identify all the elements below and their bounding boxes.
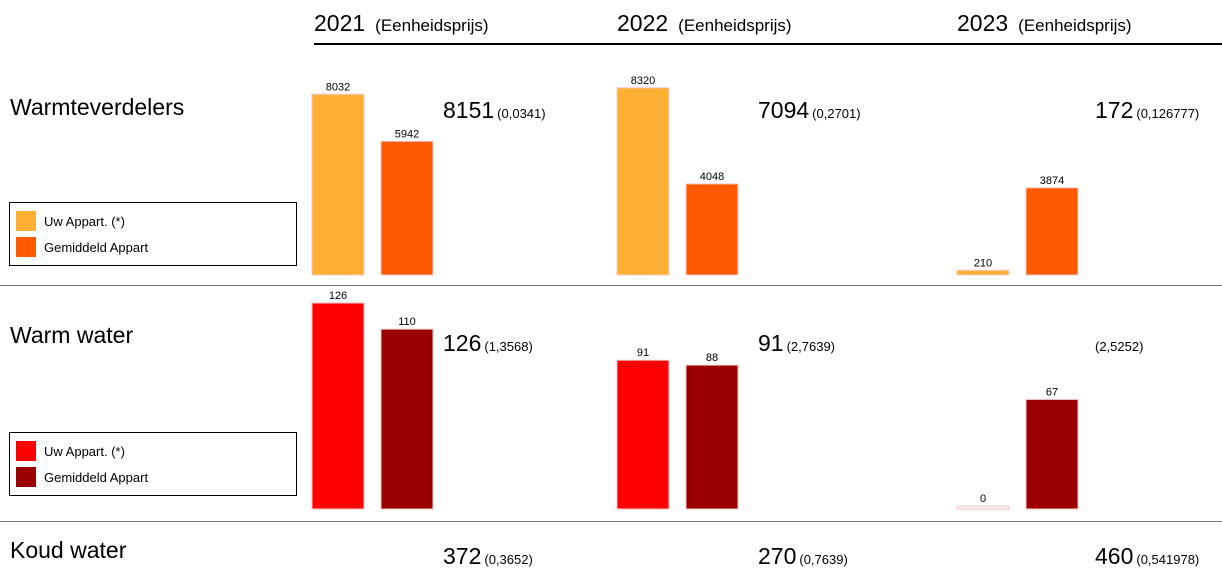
total-warm-water-2023: (2,5252) [1092,330,1143,357]
legend-swatch [16,237,36,257]
bar [1025,187,1079,276]
bar [685,364,739,510]
total-warm-water-2022: 91 (2,7639) [758,330,835,357]
bar-value-label: 67 [1046,386,1058,398]
unit-label: (Eenheidsprijs) [375,16,489,35]
year-label: 2023 [957,10,1009,36]
row-label-warmteverdelers: Warmteverdelers [10,94,185,120]
total-warmteverdelers-2022: 7094 (0,2701) [758,97,861,124]
legend-item: Uw Appart. (*) [16,441,125,461]
header-rule [314,43,1222,45]
bar [616,87,670,276]
bar [1025,398,1079,510]
row-label-koud-water: Koud water [10,537,127,563]
year-header-2023: 2023 (Eenheidsprijs) [957,10,1132,37]
unit-price: (0,126777) [1136,106,1200,121]
bar-value-label: 110 [398,316,416,328]
legend-warm-water: Uw Appart. (*) Gemiddeld Appart [9,432,297,496]
unit-price: (2,5252) [1095,339,1144,354]
section-divider [0,285,1222,286]
total-koud-water-2023: 460 (0,541978) [1095,543,1199,570]
unit-price: (0,3652) [484,552,533,567]
total-koud-water-2021: 372 (0,3652) [443,543,533,570]
bar [616,359,670,510]
total-value: 126 [443,330,482,356]
legend-item: Uw Appart. (*) [16,211,125,231]
year-label: 2022 [617,10,669,36]
legend-swatch [16,467,36,487]
legend-warmteverdelers: Uw Appart. (*) Gemiddeld Appart [9,202,297,266]
bar-value-label: 4048 [700,171,724,183]
legend-swatch [16,441,36,461]
bar-value-label: 210 [974,257,992,269]
year-header-2021: 2021 (Eenheidsprijs) [314,10,489,37]
legend-item: Gemiddeld Appart [16,467,148,487]
legend-label: Uw Appart. (*) [44,443,125,459]
bar [380,140,434,276]
unit-label: (Eenheidsprijs) [678,16,792,35]
bar [685,183,739,276]
unit-price: (0,7639) [799,552,848,567]
unit-price: (0,0341) [497,106,546,121]
legend-swatch [16,211,36,231]
year-header-2022: 2022 (Eenheidsprijs) [617,10,792,37]
bar-value-label: 88 [706,352,718,364]
total-value: 372 [443,543,482,569]
unit-price: (2,7639) [786,339,836,354]
total-value: 172 [1095,97,1134,123]
bar-value-label: 126 [329,290,347,302]
total-value: 8151 [443,97,495,123]
total-value: 270 [758,543,797,569]
section-divider [0,521,1222,522]
bar-value-label: 8320 [631,75,655,87]
total-value: 7094 [758,97,810,123]
bar-value-label: 3874 [1040,175,1064,187]
bar-value-label: 91 [637,347,649,359]
bar [956,505,1010,510]
row-label-warm-water: Warm water [10,322,134,348]
total-warmteverdelers-2021: 8151 (0,0341) [443,97,546,124]
bar [311,93,365,276]
bar-value-label: 8032 [326,81,350,93]
total-value: 91 [758,330,784,356]
bar [956,269,1010,276]
total-warm-water-2021: 126 (1,3568) [443,330,533,357]
total-value: 460 [1095,543,1134,569]
bar [311,302,365,510]
bar-value-label: 0 [980,493,986,505]
unit-price: (0,2701) [812,106,861,121]
unit-price: (0,541978) [1136,552,1200,567]
unit-price: (1,3568) [484,339,533,354]
total-warmteverdelers-2023: 172 (0,126777) [1095,97,1199,124]
legend-label: Gemiddeld Appart [44,469,149,485]
bar [380,328,434,510]
legend-label: Gemiddeld Appart [44,239,149,255]
total-koud-water-2022: 270 (0,7639) [758,543,848,570]
unit-label: (Eenheidsprijs) [1018,16,1132,35]
legend-item: Gemiddeld Appart [16,237,148,257]
legend-label: Uw Appart. (*) [44,213,125,229]
bar-value-label: 5942 [395,128,419,140]
year-label: 2021 [314,10,366,36]
